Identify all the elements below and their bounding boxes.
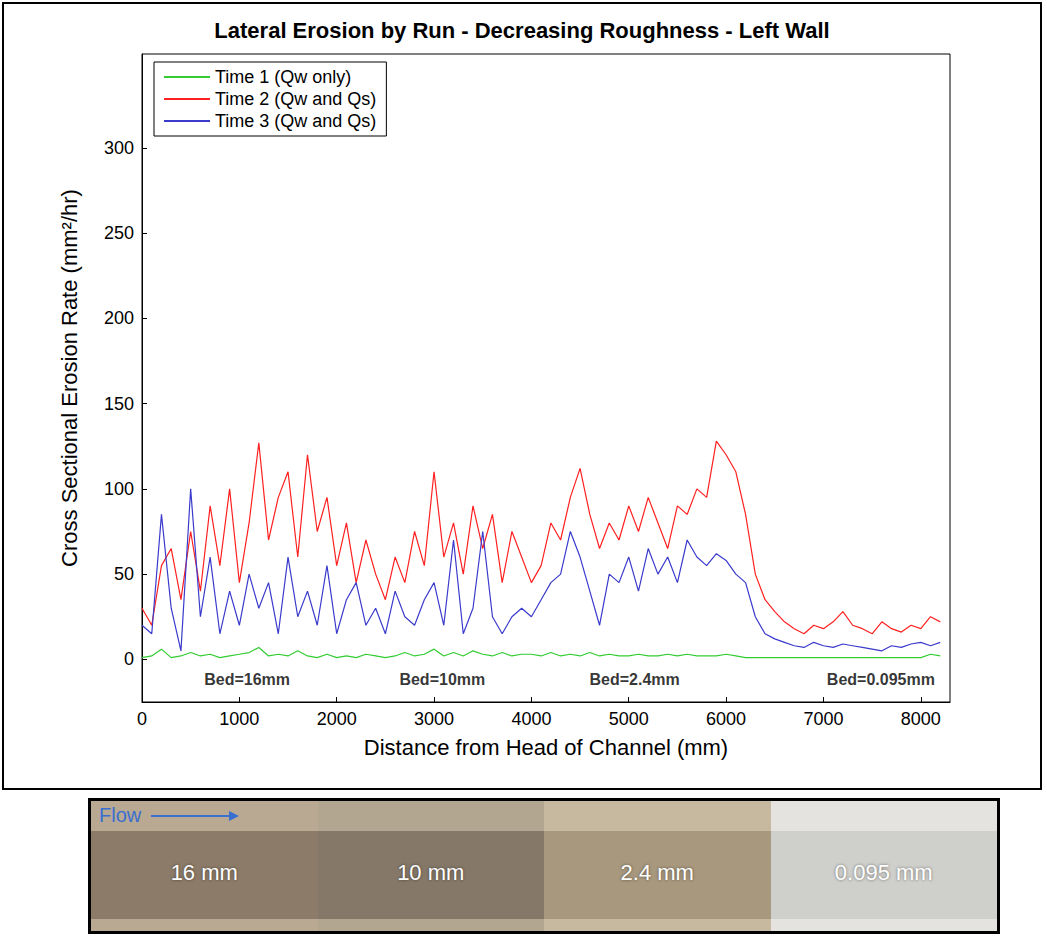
svg-text:4000: 4000 bbox=[511, 709, 551, 729]
svg-text:8000: 8000 bbox=[901, 709, 941, 729]
svg-text:6000: 6000 bbox=[706, 709, 746, 729]
svg-text:200: 200 bbox=[104, 308, 134, 328]
svg-text:Time 1 (Qw only): Time 1 (Qw only) bbox=[215, 67, 351, 87]
svg-text:Cross Sectional Erosion Rate (: Cross Sectional Erosion Rate (mm²/hr) bbox=[57, 189, 82, 567]
svg-text:0: 0 bbox=[137, 709, 147, 729]
html-text:2.4 mm: 2.4 mm bbox=[620, 860, 694, 885]
html-text:0.095 mm: 0.095 mm bbox=[834, 860, 933, 885]
svg-text:100: 100 bbox=[104, 479, 134, 499]
svg-text:Bed=0.095mm: Bed=0.095mm bbox=[827, 671, 935, 688]
svg-text:5000: 5000 bbox=[609, 709, 649, 729]
svg-text:Bed=16mm: Bed=16mm bbox=[204, 671, 290, 688]
svg-text:Distance from Head of Channel: Distance from Head of Channel (mm) bbox=[364, 735, 728, 760]
html-text:10 mm: 10 mm bbox=[397, 860, 465, 885]
svg-text:Time 3 (Qw and Qs): Time 3 (Qw and Qs) bbox=[215, 111, 376, 131]
svg-text:7000: 7000 bbox=[803, 709, 843, 729]
svg-text:Time 2 (Qw and Qs): Time 2 (Qw and Qs) bbox=[215, 89, 376, 109]
html-text:16 mm: 16 mm bbox=[170, 860, 238, 885]
svg-text:300: 300 bbox=[104, 138, 134, 158]
html-text:Flow: Flow bbox=[99, 804, 142, 826]
svg-text:0: 0 bbox=[124, 649, 134, 669]
svg-text:2000: 2000 bbox=[317, 709, 357, 729]
svg-text:1000: 1000 bbox=[219, 709, 259, 729]
svg-text:3000: 3000 bbox=[414, 709, 454, 729]
svg-text:250: 250 bbox=[104, 223, 134, 243]
svg-text:150: 150 bbox=[104, 394, 134, 414]
svg-text:Bed=2.4mm: Bed=2.4mm bbox=[589, 671, 679, 688]
svg-text:Bed=10mm: Bed=10mm bbox=[399, 671, 485, 688]
svg-text:50: 50 bbox=[114, 564, 134, 584]
svg-text:Lateral Erosion by Run - Decre: Lateral Erosion by Run - Decreasing Roug… bbox=[214, 18, 829, 43]
